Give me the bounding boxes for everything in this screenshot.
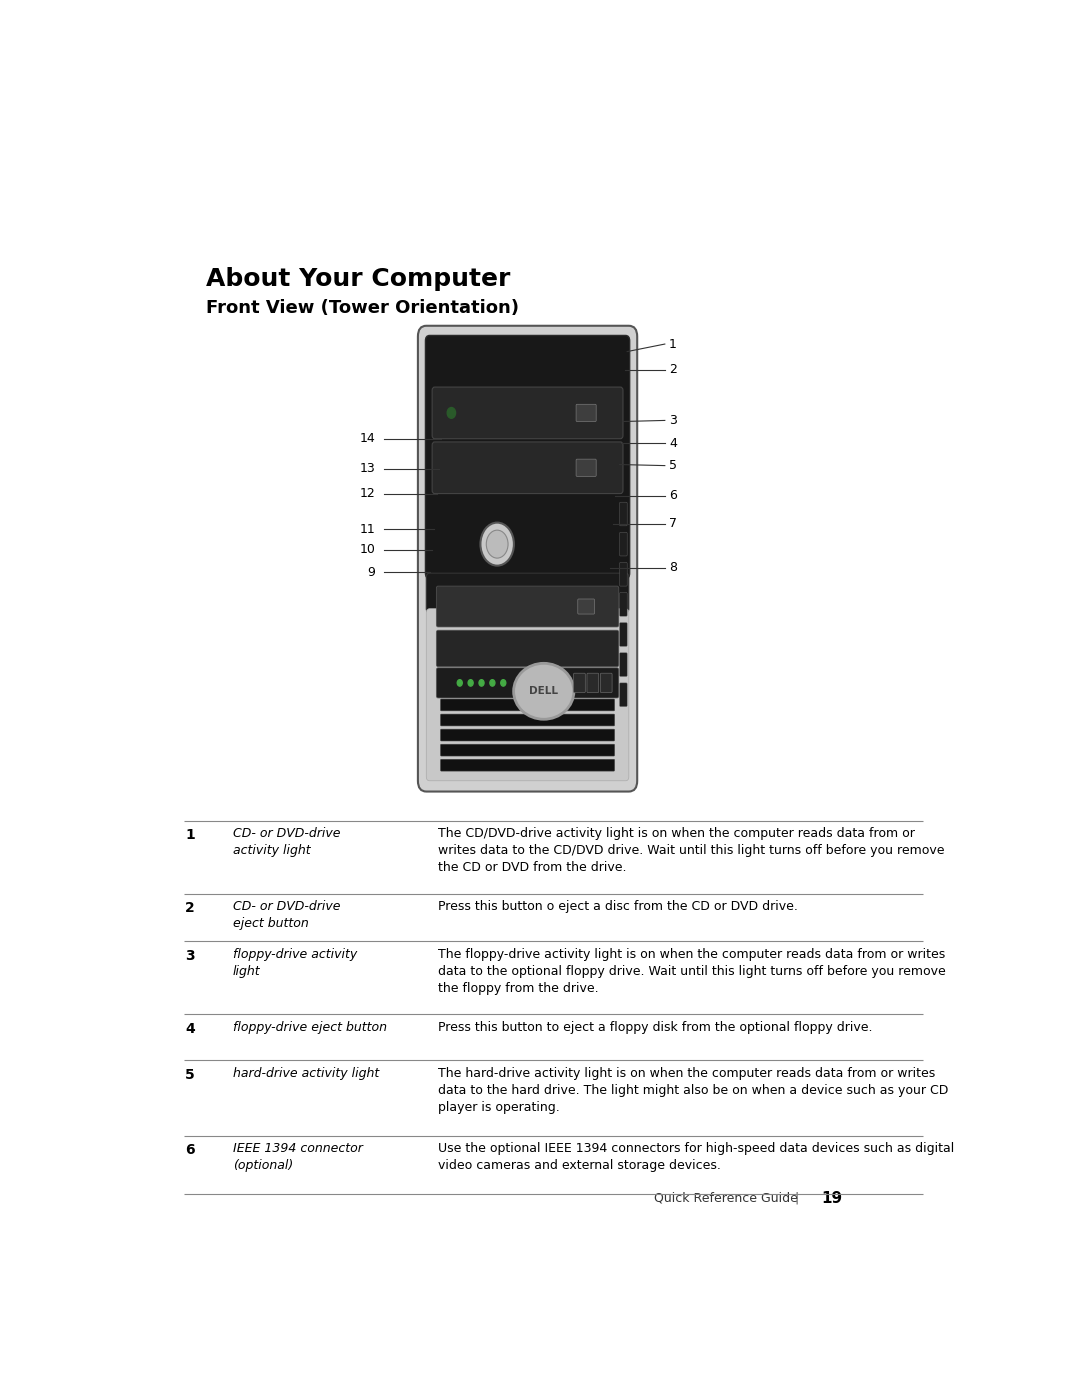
Text: 14: 14 xyxy=(360,432,375,446)
Text: DELL: DELL xyxy=(529,686,558,696)
Circle shape xyxy=(468,680,473,686)
Text: 5: 5 xyxy=(669,460,677,472)
FancyBboxPatch shape xyxy=(620,623,627,647)
Text: 3: 3 xyxy=(669,414,677,427)
FancyBboxPatch shape xyxy=(578,599,594,615)
Text: 9: 9 xyxy=(367,566,375,578)
FancyBboxPatch shape xyxy=(418,326,637,792)
Text: 10: 10 xyxy=(360,543,375,556)
Circle shape xyxy=(501,680,505,686)
Text: 13: 13 xyxy=(360,462,375,475)
Text: 4: 4 xyxy=(669,436,677,450)
Text: CD- or DVD-drive
activity light: CD- or DVD-drive activity light xyxy=(233,827,340,856)
Circle shape xyxy=(457,680,462,686)
Text: 12: 12 xyxy=(360,488,375,500)
Text: About Your Computer: About Your Computer xyxy=(206,267,511,291)
Text: The floppy-drive activity light is on when the computer reads data from or write: The floppy-drive activity light is on wh… xyxy=(438,947,946,995)
FancyBboxPatch shape xyxy=(620,652,627,676)
Text: Press this button to eject a floppy disk from the optional floppy drive.: Press this button to eject a floppy disk… xyxy=(438,1021,873,1034)
Text: 11: 11 xyxy=(360,522,375,535)
FancyBboxPatch shape xyxy=(441,714,615,726)
FancyBboxPatch shape xyxy=(426,335,630,578)
FancyBboxPatch shape xyxy=(427,609,629,781)
Text: 3: 3 xyxy=(186,949,194,963)
FancyBboxPatch shape xyxy=(432,441,623,493)
Text: The hard-drive activity light is on when the computer reads data from or writes
: The hard-drive activity light is on when… xyxy=(438,1067,948,1113)
FancyBboxPatch shape xyxy=(620,592,627,616)
Text: 19: 19 xyxy=(821,1190,842,1206)
Text: 2: 2 xyxy=(669,363,677,376)
Text: CD- or DVD-drive
eject button: CD- or DVD-drive eject button xyxy=(233,900,340,930)
Circle shape xyxy=(490,680,495,686)
Text: |: | xyxy=(794,1192,798,1204)
FancyBboxPatch shape xyxy=(573,673,585,693)
Text: Quick Reference Guide: Quick Reference Guide xyxy=(653,1192,798,1204)
Text: IEEE 1394 connector
(optional): IEEE 1394 connector (optional) xyxy=(233,1143,363,1172)
FancyBboxPatch shape xyxy=(620,563,627,587)
FancyBboxPatch shape xyxy=(441,745,615,756)
Text: 2: 2 xyxy=(186,901,195,915)
Text: 6: 6 xyxy=(186,1143,194,1157)
Text: floppy-drive eject button: floppy-drive eject button xyxy=(233,1021,387,1034)
Text: Press this button o eject a disc from the CD or DVD drive.: Press this button o eject a disc from th… xyxy=(438,900,798,914)
FancyBboxPatch shape xyxy=(436,630,619,666)
FancyBboxPatch shape xyxy=(620,532,627,556)
FancyBboxPatch shape xyxy=(620,502,627,525)
FancyBboxPatch shape xyxy=(441,698,615,711)
Text: Front View (Tower Orientation): Front View (Tower Orientation) xyxy=(206,299,519,317)
Text: The CD/DVD-drive activity light is on when the computer reads data from or
write: The CD/DVD-drive activity light is on wh… xyxy=(438,827,945,875)
Circle shape xyxy=(486,529,508,559)
Circle shape xyxy=(447,408,456,418)
Text: hard-drive activity light: hard-drive activity light xyxy=(233,1067,379,1080)
Text: 1: 1 xyxy=(186,828,195,842)
FancyBboxPatch shape xyxy=(588,673,598,693)
Circle shape xyxy=(480,680,484,686)
Text: 6: 6 xyxy=(669,489,677,503)
Text: floppy-drive activity
light: floppy-drive activity light xyxy=(233,947,357,978)
FancyBboxPatch shape xyxy=(436,587,619,627)
FancyBboxPatch shape xyxy=(576,404,596,422)
FancyBboxPatch shape xyxy=(441,729,615,740)
FancyBboxPatch shape xyxy=(441,760,615,771)
Text: 4: 4 xyxy=(186,1021,195,1035)
FancyBboxPatch shape xyxy=(576,460,596,476)
FancyBboxPatch shape xyxy=(432,387,623,439)
Text: 5: 5 xyxy=(186,1067,195,1083)
FancyBboxPatch shape xyxy=(436,668,619,698)
Ellipse shape xyxy=(514,664,573,719)
Circle shape xyxy=(481,522,514,566)
FancyBboxPatch shape xyxy=(427,573,629,613)
Text: 7: 7 xyxy=(669,517,677,531)
FancyBboxPatch shape xyxy=(600,673,612,693)
Text: Use the optional IEEE 1394 connectors for high-speed data devices such as digita: Use the optional IEEE 1394 connectors fo… xyxy=(438,1143,955,1172)
Text: 1: 1 xyxy=(669,338,677,351)
FancyBboxPatch shape xyxy=(620,683,627,707)
Text: 8: 8 xyxy=(669,562,677,574)
